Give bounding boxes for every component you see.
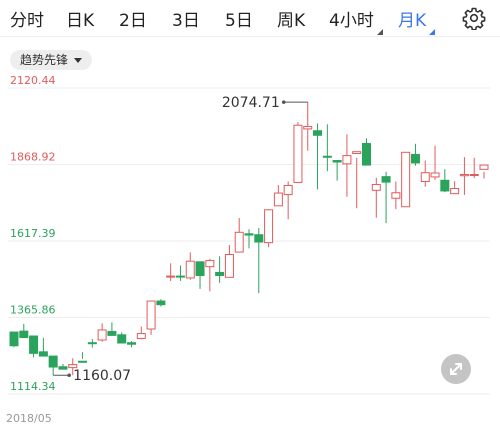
candle-body <box>156 300 166 306</box>
tab-2-day[interactable]: 2日 <box>119 11 147 31</box>
candle-body <box>410 153 420 164</box>
candle-body <box>322 155 332 158</box>
chevron-down-icon <box>74 58 83 63</box>
candle-body <box>293 124 303 183</box>
candle-body <box>146 300 156 330</box>
tab-minute[interactable]: 分时 <box>10 11 44 31</box>
tab-monthly-k-label: 月K <box>398 11 427 31</box>
candle-body <box>254 234 264 243</box>
candle-body <box>87 342 97 345</box>
max-pointer-dot <box>281 100 286 104</box>
candle-body <box>352 151 362 155</box>
candle-body <box>205 260 215 268</box>
tab-5-day[interactable]: 5日 <box>225 11 253 31</box>
candle-body <box>185 260 195 279</box>
candle-body <box>430 172 440 178</box>
candle-body <box>440 179 450 192</box>
candle-body <box>224 254 234 278</box>
candle-body <box>234 231 244 253</box>
candle-body <box>264 209 274 244</box>
max-price-label: 2074.71 <box>222 95 280 111</box>
candle-body <box>332 160 342 163</box>
candle-body <box>29 335 39 354</box>
expand-icon <box>450 363 462 375</box>
candle-body <box>273 192 283 207</box>
candle-body <box>362 142 371 166</box>
gear-icon[interactable] <box>462 6 486 30</box>
candle-body <box>107 330 117 336</box>
dropdown-corner-icon <box>376 29 383 35</box>
tab-monthly-k[interactable]: 月K <box>398 6 436 35</box>
candle-body <box>469 174 479 177</box>
candle-body <box>401 151 411 208</box>
candle-body <box>195 261 205 276</box>
candle-body <box>68 364 78 369</box>
candle-body <box>479 164 489 170</box>
candle-body <box>244 233 254 236</box>
y-tick-label: 1114.34 <box>10 380 56 393</box>
candlestick-chart[interactable]: 2120.44 1868.92 1617.39 1365.86 1114.34 2074.… <box>0 76 500 406</box>
tab-daily-k[interactable]: 日K <box>66 11 95 31</box>
candle-body <box>391 192 401 199</box>
candle-body <box>371 184 381 191</box>
y-tick-label: 1617.39 <box>10 227 56 240</box>
candle-body <box>48 355 58 368</box>
candle-body <box>459 174 469 177</box>
candle-body <box>9 331 19 347</box>
candle-body <box>381 176 391 183</box>
candle-body <box>97 329 107 341</box>
candle-body <box>342 155 352 165</box>
x-start-date: 2018/05 <box>6 412 52 425</box>
tab-weekly-k[interactable]: 周K <box>277 11 306 31</box>
fullscreen-button[interactable] <box>441 354 471 384</box>
candle-body <box>283 184 293 196</box>
tab-4-hour-label: 4小时 <box>329 11 374 31</box>
candle-body <box>78 360 88 363</box>
candle-body <box>58 366 68 370</box>
y-tick-label: 1365.86 <box>10 304 56 317</box>
indicator-label: 趋势先锋 <box>20 53 69 67</box>
candle-body <box>303 125 313 130</box>
period-tabs: 分时 日K 2日 3日 5日 周K 4小时 月K <box>0 0 500 37</box>
candle-body <box>19 330 29 339</box>
min-pointer-dot <box>67 373 71 378</box>
dropdown-corner-icon <box>429 29 436 35</box>
candle-body <box>127 342 136 345</box>
candle-body <box>136 333 146 339</box>
candle-body <box>117 334 127 344</box>
y-tick-label: 1868.92 <box>10 150 56 163</box>
candle-body <box>166 275 176 278</box>
candle-body <box>313 130 323 136</box>
candle-body <box>175 275 185 278</box>
candle-body <box>38 351 48 357</box>
candle-body <box>450 188 460 195</box>
tab-4-hour[interactable]: 4小时 <box>329 6 383 35</box>
min-price-label: 1160.07 <box>73 368 131 384</box>
tab-3-day[interactable]: 3日 <box>172 11 200 31</box>
y-tick-label: 2120.44 <box>10 76 56 87</box>
candle-body <box>215 271 225 276</box>
candle-body <box>420 172 430 183</box>
indicator-dropdown[interactable]: 趋势先锋 <box>10 50 93 70</box>
